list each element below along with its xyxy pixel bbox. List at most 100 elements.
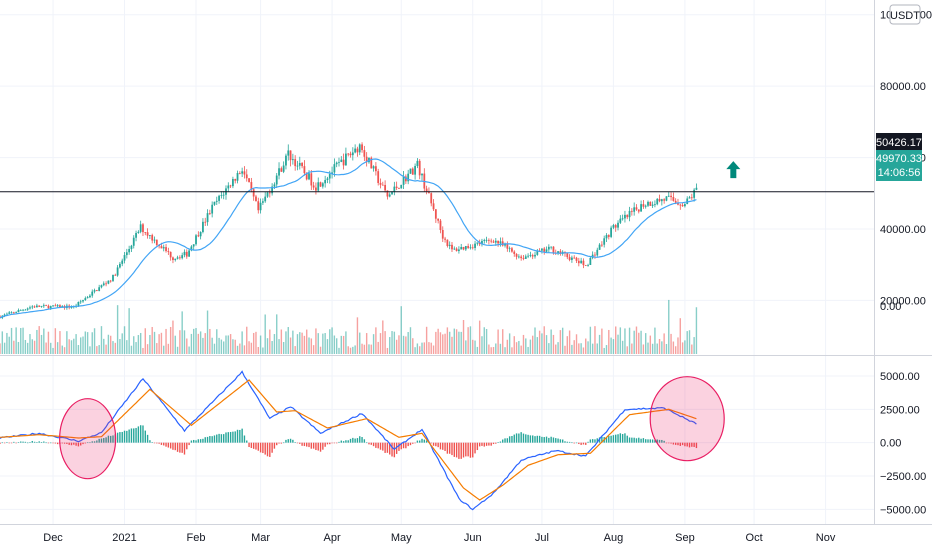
- volume-bar: [130, 345, 133, 354]
- volume-bar: [642, 344, 645, 354]
- histogram-bar: [199, 439, 202, 443]
- histogram-bar: [103, 438, 105, 443]
- volume-bar: [204, 333, 206, 354]
- histogram-bar: [695, 442, 698, 449]
- histogram-bar: [243, 435, 246, 443]
- candle-body: [335, 162, 338, 165]
- histogram-bar: [26, 442, 29, 444]
- candle-body: [340, 159, 343, 162]
- candle-body: [347, 153, 350, 155]
- volume-bar: [453, 328, 455, 354]
- volume-bar: [84, 331, 87, 354]
- volume-bar: [209, 328, 211, 354]
- histogram-bar: [568, 441, 571, 443]
- candle-body: [8, 312, 11, 314]
- candle-body: [109, 280, 112, 282]
- candle-body: [178, 257, 181, 259]
- volume-bar: [294, 346, 296, 354]
- histogram-bar: [10, 442, 13, 444]
- histogram-bar: [451, 442, 453, 456]
- candle-body: [398, 188, 400, 189]
- histogram-bar: [633, 437, 635, 443]
- candle-body: [621, 218, 624, 220]
- time-tick-label: Dec: [43, 532, 63, 544]
- histogram-bar: [227, 432, 230, 443]
- histogram-bar: [472, 442, 474, 458]
- candle-body: [467, 246, 470, 248]
- histogram-bar: [522, 433, 525, 443]
- candle-body: [501, 241, 504, 246]
- candle-body: [197, 235, 200, 237]
- volume-bar: [216, 329, 218, 354]
- candle-body: [218, 195, 220, 201]
- volume-bar: [615, 326, 617, 354]
- candle-body: [317, 182, 320, 191]
- candle-body: [98, 287, 101, 291]
- candle-body: [425, 188, 428, 193]
- candle-body: [529, 255, 532, 256]
- volume-bar: [139, 332, 142, 354]
- volume-bar: [446, 327, 449, 354]
- histogram-bar: [338, 441, 340, 443]
- candle-body: [79, 301, 82, 303]
- histogram-bar: [444, 442, 446, 451]
- histogram-bar: [285, 439, 287, 443]
- volume-bar: [518, 340, 520, 354]
- candle-body: [95, 290, 98, 291]
- candle-body: [409, 168, 412, 174]
- volume-bar: [43, 328, 45, 354]
- histogram-bar: [398, 442, 400, 451]
- time-axis[interactable]: Dec 2021 Feb Mar Apr May Jun Jul Aug Sep Oct Nov: [43, 532, 836, 544]
- histogram-bar: [96, 440, 98, 443]
- histogram-bar: [651, 439, 654, 443]
- volume-bar: [61, 345, 63, 354]
- histogram-bar: [50, 442, 52, 444]
- volume-bar: [370, 344, 372, 354]
- volume-bar: [527, 346, 529, 354]
- histogram-bar: [20, 441, 22, 443]
- volume-bar: [93, 328, 96, 354]
- currency-badge[interactable]: USDT: [889, 4, 921, 25]
- candle-body: [517, 256, 520, 258]
- volume-bar: [345, 331, 347, 354]
- histogram-bar: [310, 442, 313, 449]
- histogram-bar: [448, 442, 451, 454]
- volume-bar: [578, 343, 580, 354]
- volume-bar: [22, 327, 24, 354]
- histogram-bar: [423, 439, 426, 443]
- histogram-bar: [677, 442, 679, 446]
- volume-bar: [693, 337, 695, 354]
- volume-bar: [1, 331, 4, 354]
- hline-price-label: 50426.17: [876, 133, 922, 150]
- volume-bar: [515, 342, 518, 354]
- volume-bar: [128, 308, 130, 354]
- candle-body: [515, 253, 518, 257]
- candle-body: [351, 152, 354, 156]
- volume-bar: [324, 333, 326, 354]
- candle-body: [275, 175, 278, 185]
- histogram-bar: [587, 441, 589, 443]
- candle-body: [437, 218, 440, 221]
- candle-body: [105, 283, 107, 285]
- histogram-bar: [446, 442, 449, 454]
- histogram-bar: [8, 442, 10, 444]
- volume-bar: [414, 347, 416, 354]
- histogram-bar: [220, 434, 223, 443]
- volume-bar: [181, 311, 183, 354]
- histogram-bar: [181, 442, 183, 453]
- histogram-bar: [354, 438, 356, 443]
- histogram-bar: [232, 431, 234, 443]
- histogram-bar: [545, 436, 548, 443]
- volume-bar: [359, 332, 361, 354]
- volume-bar: [354, 345, 356, 354]
- histogram-bar: [497, 442, 499, 443]
- volume-bar: [308, 337, 310, 354]
- volume-bar: [663, 333, 665, 354]
- macd-axis[interactable]: 5000.00 2500.00 0.00 −2500.00 −5000.00: [880, 371, 926, 516]
- candle-body: [266, 192, 269, 197]
- volume-bar: [342, 335, 345, 354]
- histogram-bar: [137, 426, 140, 443]
- candle-body: [139, 224, 142, 232]
- histogram-bar: [571, 442, 573, 444]
